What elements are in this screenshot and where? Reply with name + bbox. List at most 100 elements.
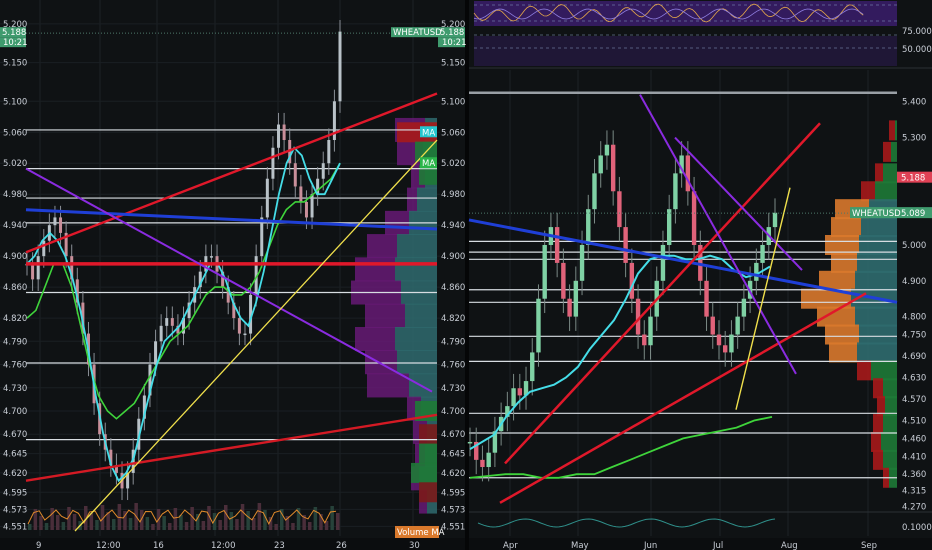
volume-bar bbox=[313, 507, 318, 530]
volume-profile-down-bar bbox=[831, 252, 857, 273]
volume-profile-up-bar bbox=[891, 141, 897, 162]
volume-profile bbox=[801, 120, 897, 488]
candle-body bbox=[209, 256, 213, 258]
price-tick-label: 4.750 bbox=[902, 331, 926, 341]
volume-bar bbox=[162, 516, 166, 530]
volume-histogram bbox=[27, 503, 340, 530]
volume-profile-up-bar bbox=[875, 181, 897, 202]
volume-bar bbox=[173, 508, 178, 530]
volume-profile-down-bar bbox=[875, 163, 883, 184]
candle-body bbox=[232, 302, 236, 319]
volume-profile-up-bar bbox=[395, 326, 437, 351]
volume-profile-down-bar bbox=[355, 257, 395, 282]
time-tick-label: 9 bbox=[36, 541, 41, 550]
volume-bar bbox=[39, 516, 43, 530]
candle-body bbox=[623, 227, 628, 263]
price-tick-label: 4.900 bbox=[3, 252, 27, 262]
volume-bar bbox=[235, 519, 239, 530]
price-tick-label: 4.360 bbox=[902, 470, 926, 480]
price-tick-label: 4.820 bbox=[441, 314, 465, 324]
candle-body bbox=[265, 178, 269, 218]
time-tick-label: 12:00 bbox=[211, 541, 236, 550]
candle-body bbox=[293, 163, 297, 187]
price-tick-label: 4.730 bbox=[3, 384, 27, 394]
countdown-label-left: 10:21 bbox=[3, 38, 28, 48]
candle-body bbox=[187, 302, 191, 319]
ma-slow-tag bbox=[420, 157, 437, 169]
candle-body bbox=[327, 140, 331, 164]
volume-bar bbox=[112, 519, 116, 530]
trendline-blue bbox=[468, 218, 898, 304]
candle-body bbox=[517, 388, 522, 396]
price-tick-label: 5.300 bbox=[902, 134, 926, 144]
left-chart-panel: 5.200 5.150 5.100 5.060 5.020 4.980 4.940 4.900… bbox=[0, 0, 467, 550]
price-tick-label: 4.800 bbox=[902, 313, 926, 323]
time-tick-label: May bbox=[571, 541, 589, 550]
volume-profile-down-bar bbox=[857, 360, 871, 381]
price-tick-label: 4.980 bbox=[441, 190, 465, 200]
candle-body bbox=[165, 318, 169, 326]
price-tick-label: 5.150 bbox=[441, 59, 465, 69]
volume-bar bbox=[324, 521, 329, 530]
candle-body bbox=[332, 101, 336, 141]
candle-body bbox=[31, 263, 35, 280]
moving-average-slow bbox=[26, 162, 341, 420]
candle-body bbox=[530, 352, 535, 382]
candle-body bbox=[561, 262, 566, 299]
price-tick-label: 4.670 bbox=[3, 430, 27, 440]
candle-body bbox=[260, 217, 264, 257]
price-tick-label: 4.730 bbox=[441, 384, 465, 394]
volume-bar bbox=[95, 520, 99, 530]
price-tick-label: 4.820 bbox=[3, 314, 27, 324]
volume-bar bbox=[291, 523, 295, 530]
volume-bar bbox=[212, 513, 217, 530]
price-tick-label: 5.060 bbox=[441, 128, 465, 138]
price-tick-label: 4.940 bbox=[3, 221, 27, 231]
time-tick-label: 23 bbox=[274, 541, 285, 550]
price-tick-label: 5.020 bbox=[441, 159, 465, 169]
rsi-line bbox=[473, 3, 864, 23]
candle-body bbox=[170, 318, 174, 326]
candle-body bbox=[480, 459, 485, 468]
candle-body bbox=[760, 244, 765, 263]
volume-bar bbox=[302, 515, 306, 530]
volume-bar bbox=[201, 521, 206, 530]
candle-body bbox=[486, 452, 491, 468]
volume-bar bbox=[218, 520, 222, 530]
price-tick-label: 4.551 bbox=[441, 522, 465, 532]
price-tick-label: 4.620 bbox=[441, 469, 465, 479]
candle-body bbox=[221, 271, 225, 288]
trendline-red-lower bbox=[25, 413, 438, 482]
volume-bar bbox=[190, 507, 194, 530]
price-tick-label: 4.700 bbox=[441, 407, 465, 417]
volume-profile-down-bar bbox=[873, 414, 883, 435]
volume-profile-down-bar bbox=[825, 324, 859, 345]
volume-bar bbox=[308, 522, 312, 530]
volume-ma-tag bbox=[395, 526, 439, 538]
candle-body bbox=[277, 124, 281, 148]
current-price-label: 5.089 bbox=[901, 209, 925, 219]
last-price-label: 5.188 bbox=[901, 174, 925, 184]
price-tick-label: 4.900 bbox=[902, 277, 926, 287]
price-tick-label: 4.620 bbox=[3, 469, 27, 479]
moving-average-fast bbox=[26, 146, 341, 483]
volume-profile-segment bbox=[419, 482, 437, 503]
volume-bar bbox=[28, 524, 32, 530]
volume-bar bbox=[67, 507, 71, 530]
price-tick-label: 4.645 bbox=[441, 450, 465, 460]
candle-body bbox=[237, 318, 241, 334]
candle-body bbox=[666, 209, 672, 245]
time-tick-label: 16 bbox=[153, 541, 164, 550]
candle-body bbox=[282, 124, 286, 141]
volume-bar bbox=[123, 511, 127, 530]
last-price-tag bbox=[897, 171, 932, 183]
time-tick-label: Jul bbox=[712, 541, 723, 550]
candle-body bbox=[316, 178, 320, 195]
candle-body bbox=[154, 341, 158, 365]
volume-profile-up-bar bbox=[871, 360, 897, 381]
time-tick-label: 26 bbox=[336, 541, 347, 550]
candle-body bbox=[198, 271, 202, 288]
countdown-tag-left bbox=[0, 37, 26, 48]
volume-ma-label: Volume MA bbox=[397, 528, 445, 538]
